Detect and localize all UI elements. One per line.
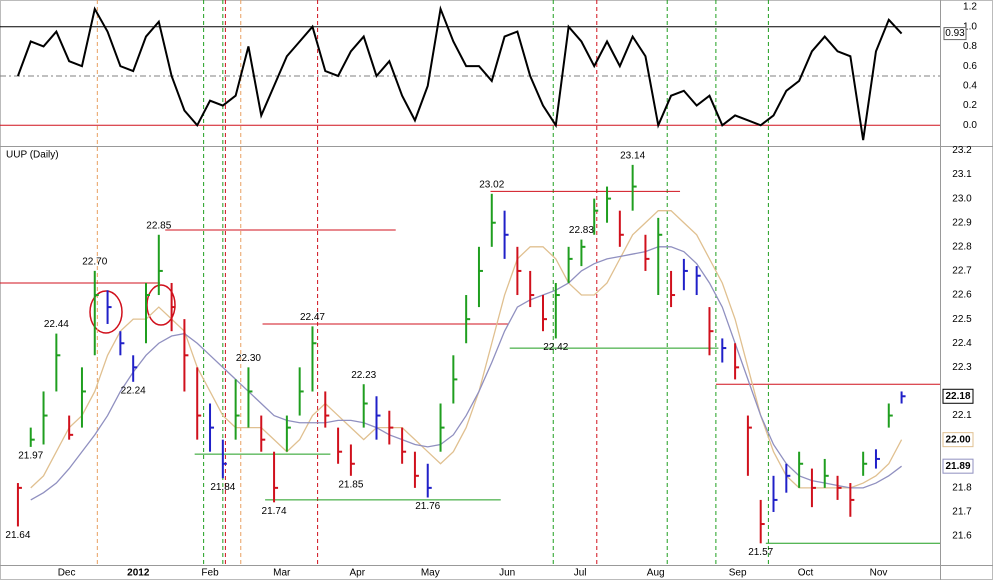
y-tick-label: 23.2 bbox=[952, 145, 972, 156]
price-annotation: 22.23 bbox=[351, 370, 376, 381]
x-tick-label: Feb bbox=[201, 568, 219, 579]
indicator-tick-label: 1.0 bbox=[963, 21, 977, 32]
x-tick-label: Jun bbox=[499, 568, 515, 579]
price-annotation: 21.74 bbox=[262, 506, 287, 517]
price-annotation: 23.02 bbox=[479, 179, 504, 190]
price-annotation: 22.42 bbox=[543, 342, 568, 353]
y-tick-label: 21.8 bbox=[952, 483, 972, 494]
price-annotation: 22.85 bbox=[146, 220, 171, 231]
indicator-tick-label: 0.6 bbox=[963, 61, 977, 72]
indicator-tick-label: 0.4 bbox=[963, 80, 977, 91]
x-tick-label: Nov bbox=[870, 568, 888, 579]
y-tick-label: 22.9 bbox=[952, 217, 972, 228]
last-value-box bbox=[942, 388, 974, 404]
price-annotation: 22.47 bbox=[300, 312, 325, 323]
price-annotation: 22.30 bbox=[236, 353, 261, 364]
indicator-tick-label: 0.2 bbox=[963, 100, 977, 111]
y-tick-label: 22.4 bbox=[952, 338, 972, 349]
y-tick-label: 23.1 bbox=[952, 169, 972, 180]
y-tick-label: 22.5 bbox=[952, 314, 972, 325]
moving-average bbox=[30, 246, 902, 501]
y-tick-label: 21.7 bbox=[952, 507, 972, 518]
y-tick-label: 22.6 bbox=[952, 290, 972, 301]
price-annotation: 21.97 bbox=[18, 451, 43, 462]
moving-average bbox=[30, 210, 903, 489]
price-annotation: 21.57 bbox=[748, 547, 773, 558]
last-value-box bbox=[942, 458, 974, 474]
price-last-value: 22.18 bbox=[945, 391, 970, 402]
y-tick-label: 22.3 bbox=[952, 362, 972, 373]
x-tick-label: May bbox=[421, 568, 440, 579]
last-value-box bbox=[943, 27, 967, 41]
x-tick-label: Mar bbox=[273, 568, 291, 579]
x-tick-label: Jul bbox=[574, 568, 587, 579]
last-value-box bbox=[942, 432, 974, 448]
x-tick-label: Apr bbox=[350, 568, 366, 579]
indicator-last-value: 0.93 bbox=[945, 28, 965, 39]
indicator-tick-label: 0.0 bbox=[963, 120, 977, 131]
highlight-circle bbox=[146, 284, 176, 326]
y-tick-label: 22.8 bbox=[952, 241, 972, 252]
indicator-tick-label: 0.8 bbox=[963, 41, 977, 52]
ma-last-value: 21.89 bbox=[945, 461, 970, 472]
y-tick-label: 21.6 bbox=[952, 531, 972, 542]
price-annotation: 21.76 bbox=[415, 501, 440, 512]
highlight-circle bbox=[89, 290, 123, 334]
indicator-line bbox=[16, 5, 903, 141]
y-tick-label: 22.1 bbox=[952, 410, 972, 421]
ma-last-value: 22.00 bbox=[945, 434, 970, 445]
chart-title: UUP (Daily) bbox=[6, 150, 59, 161]
price-annotation: 22.24 bbox=[121, 385, 146, 396]
y-tick-label: 23.0 bbox=[952, 193, 972, 204]
price-annotation: 22.44 bbox=[44, 319, 69, 330]
x-tick-label: Oct bbox=[798, 568, 814, 579]
price-annotation: 22.70 bbox=[82, 257, 107, 268]
x-tick-label: Aug bbox=[647, 568, 665, 579]
price-annotation: 21.85 bbox=[338, 479, 363, 490]
x-tick-label: Dec bbox=[58, 568, 76, 579]
x-tick-label: Sep bbox=[729, 568, 747, 579]
price-annotation: 21.64 bbox=[5, 530, 30, 541]
price-annotation: 23.14 bbox=[620, 151, 645, 162]
price-annotation: 21.84 bbox=[210, 482, 235, 493]
price-annotation: 22.83 bbox=[569, 225, 594, 236]
indicator-tick-label: 1.2 bbox=[963, 2, 977, 13]
x-tick-label: 2012 bbox=[127, 568, 150, 579]
y-tick-label: 22.7 bbox=[952, 266, 972, 277]
